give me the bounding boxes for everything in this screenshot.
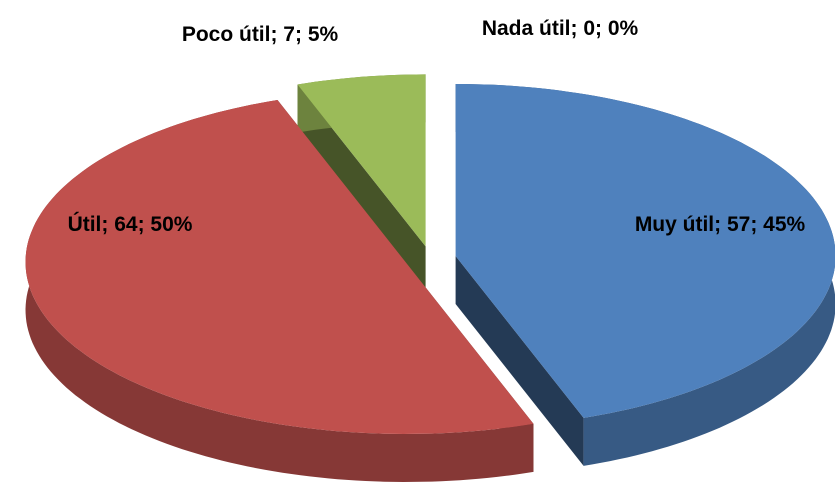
data-label: Muy útil; 57; 45% — [634, 213, 806, 236]
data-label: Útil; 64; 50% — [67, 213, 193, 236]
data-label: Nada útil; 0; 0% — [481, 17, 639, 40]
pie-slice — [25, 100, 534, 434]
slice-wall — [25, 100, 534, 482]
pie-slice — [297, 74, 426, 247]
pie-slice — [455, 84, 835, 418]
slice-side — [455, 256, 584, 466]
data-label: Poco útil; 7; 5% — [181, 23, 339, 46]
slice-side — [297, 84, 426, 295]
